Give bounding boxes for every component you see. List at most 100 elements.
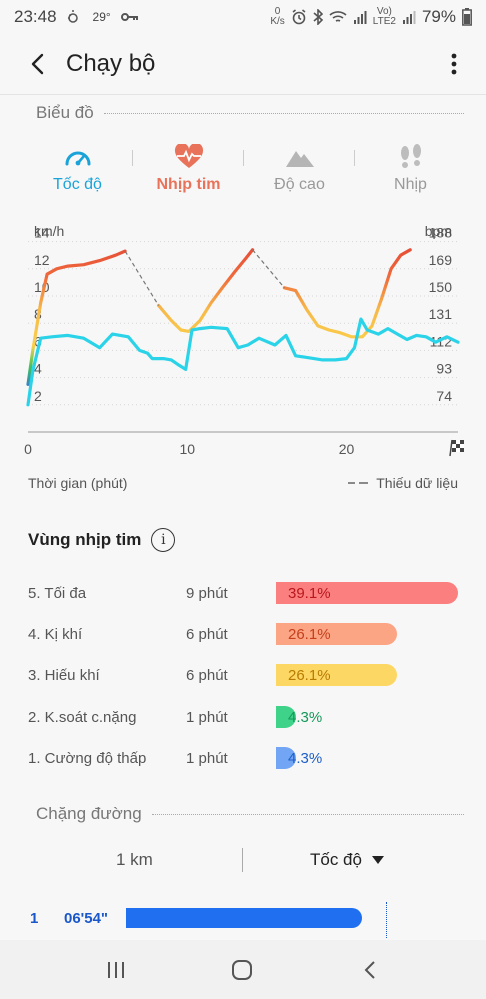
- zone-row: 1. Cường độ thấp 1 phút 4.3%: [28, 746, 458, 770]
- missing-data-line: [252, 249, 285, 289]
- zone-time: 6 phút: [186, 666, 228, 684]
- split-pace: 06'54": [64, 910, 109, 927]
- zone-name: 1. Cường độ thấp: [28, 749, 147, 767]
- tab-separator: [354, 150, 355, 166]
- zone-percent: 26.1%: [288, 625, 331, 643]
- signal-1-icon: [353, 10, 367, 24]
- zone-row: 4. Kị khí 6 phút 26.1%: [28, 622, 458, 646]
- zone-row: 3. Hiếu khí 6 phút 26.1%: [28, 663, 458, 687]
- more-vert-icon: [451, 53, 457, 75]
- speed-line: [26, 317, 460, 407]
- speedometer-icon: [63, 142, 93, 172]
- dashed-line-icon: [348, 482, 369, 484]
- split-row: 1 06'54": [0, 902, 486, 938]
- x-tick-label: 20: [339, 441, 355, 457]
- zone-percent: 26.1%: [288, 666, 331, 684]
- nav-back-button[interactable]: [354, 954, 386, 986]
- zone-time: 1 phút: [186, 749, 228, 767]
- battery-percent: 79%: [421, 7, 456, 26]
- tab-altitude[interactable]: Độ cao: [244, 142, 355, 202]
- zone-bar: 4.3%: [276, 706, 322, 728]
- zone-name: 5. Tối đa: [28, 584, 87, 602]
- zone-time: 9 phút: [186, 584, 228, 602]
- bluetooth-icon: [313, 9, 323, 25]
- right-tick-label: 150: [429, 279, 453, 295]
- clock: 23:48: [14, 7, 57, 26]
- arrow-left-icon: [31, 53, 44, 75]
- right-tick-label: 93: [436, 361, 452, 377]
- app-bar: Chạy bộ: [0, 40, 486, 88]
- info-icon[interactable]: i: [151, 528, 176, 552]
- zone-percent: 39.1%: [288, 584, 331, 602]
- zone-name: 2. K.soát c.nặng: [28, 708, 137, 726]
- app-bar-divider: [0, 94, 486, 95]
- recent-apps-icon: [108, 962, 124, 978]
- zone-row: 5. Tối đa 9 phút 39.1%: [28, 581, 458, 605]
- heart-rate-icon: [174, 142, 204, 172]
- zone-time: 1 phút: [186, 708, 228, 726]
- tab-separator: [243, 150, 244, 166]
- more-options-button[interactable]: [438, 40, 470, 88]
- splits-controls: 1 km Tốc độ: [0, 846, 486, 876]
- triangle-down-icon: [371, 856, 384, 864]
- key-icon: [120, 12, 139, 22]
- chart-metric-tabs: Tốc độ Nhịp tim Độ cao Nhịp: [22, 142, 466, 202]
- split-pace-bar: [126, 908, 362, 928]
- back-icon: [364, 961, 375, 979]
- home-icon: [232, 960, 252, 980]
- x-tick-label: 0: [24, 441, 32, 457]
- zone-name: 3. Hiếu khí: [28, 666, 100, 684]
- controls-separator: [242, 848, 243, 872]
- chart-section-header: Biểu đồ: [36, 103, 464, 123]
- right-axis-unit: bpm: [425, 223, 452, 239]
- signal-2-icon: [402, 10, 416, 24]
- zone-bar: 26.1%: [276, 623, 397, 645]
- tab-heart-rate[interactable]: Nhịp tim: [133, 142, 244, 202]
- left-tick-label: 6: [34, 333, 42, 349]
- missing-data-line: [124, 250, 160, 306]
- left-axis-unit: km/h: [34, 223, 64, 239]
- home-button[interactable]: [226, 954, 258, 986]
- right-tick-label: 74: [436, 388, 452, 404]
- heart-rate-line: [282, 248, 412, 339]
- left-tick-label: 2: [34, 388, 42, 404]
- missing-data-legend: Thiếu dữ liệu: [348, 475, 458, 491]
- left-tick-label: 14: [34, 225, 50, 241]
- alarm-icon: [291, 9, 307, 25]
- zone-row: 2. K.soát c.nặng 1 phút 4.3%: [28, 705, 458, 729]
- zone-percent: 4.3%: [288, 708, 323, 726]
- chart-footer: Thời gian (phút) Thiếu dữ liệu: [28, 475, 458, 491]
- volte-badge: Vo) LTE2: [372, 6, 396, 27]
- heart-rate-line: [157, 248, 255, 333]
- average-pace-marker: [386, 902, 387, 938]
- splits-section-header: Chặng đường: [36, 804, 464, 824]
- footsteps-icon: [397, 142, 425, 172]
- page-title: Chạy bộ: [66, 50, 156, 77]
- left-tick-label: 12: [34, 252, 50, 268]
- battery-icon: [462, 8, 472, 26]
- split-index: 1: [30, 910, 39, 927]
- heart-rate-zones-title: Vùng nhịp tim: [28, 530, 142, 549]
- mountain-icon: [284, 142, 316, 172]
- heart-rate-line: [26, 249, 127, 386]
- metric-dropdown[interactable]: Tốc độ: [310, 850, 384, 870]
- split-distance-unit[interactable]: 1 km: [116, 850, 153, 869]
- x-tick-label: 10: [179, 441, 195, 457]
- temperature: 29°: [92, 10, 111, 24]
- tab-cadence[interactable]: Nhịp: [355, 142, 466, 202]
- zone-percent: 4.3%: [288, 749, 323, 767]
- right-tick-label: 131: [429, 306, 453, 322]
- tab-separator: [132, 150, 133, 166]
- wifi-icon: [329, 10, 347, 24]
- back-button[interactable]: [14, 40, 62, 88]
- recent-apps-button[interactable]: [100, 954, 132, 986]
- heart-rate-zones-header: Vùng nhịp tim i: [28, 528, 176, 552]
- zone-name: 4. Kị khí: [28, 625, 83, 643]
- tab-speed[interactable]: Tốc độ: [22, 142, 133, 202]
- zone-bar: 26.1%: [276, 664, 397, 686]
- weather-icon: [67, 9, 83, 25]
- zone-time: 6 phút: [186, 625, 228, 643]
- dotted-divider: [103, 112, 464, 114]
- net-speed: 0 K/s: [270, 6, 285, 27]
